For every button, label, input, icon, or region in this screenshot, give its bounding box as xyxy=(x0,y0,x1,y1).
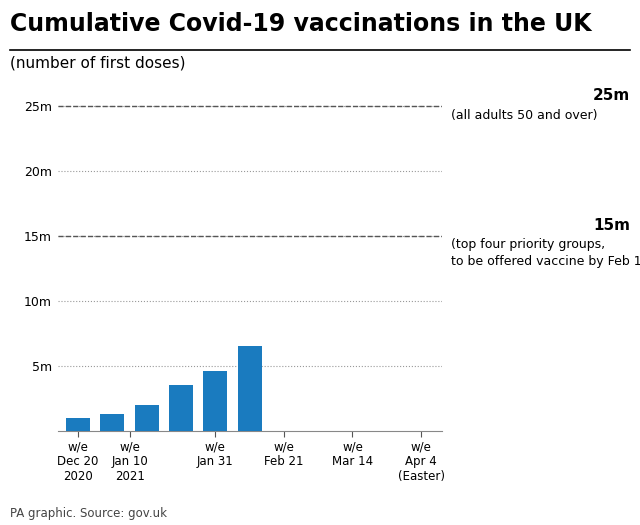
Text: (number of first doses): (number of first doses) xyxy=(10,55,185,70)
Bar xyxy=(100,414,124,430)
Text: (top four priority groups,
to be offered vaccine by Feb 15): (top four priority groups, to be offered… xyxy=(451,238,640,268)
Text: 15m: 15m xyxy=(593,218,630,233)
Bar xyxy=(135,405,159,430)
Bar xyxy=(237,346,262,430)
Bar xyxy=(169,385,193,430)
Text: (all adults 50 and over): (all adults 50 and over) xyxy=(451,109,598,122)
Text: 25m: 25m xyxy=(593,88,630,103)
Text: Cumulative Covid-19 vaccinations in the UK: Cumulative Covid-19 vaccinations in the … xyxy=(10,12,591,36)
Bar xyxy=(204,371,227,430)
Text: PA graphic. Source: gov.uk: PA graphic. Source: gov.uk xyxy=(10,507,166,520)
Bar xyxy=(66,418,90,430)
